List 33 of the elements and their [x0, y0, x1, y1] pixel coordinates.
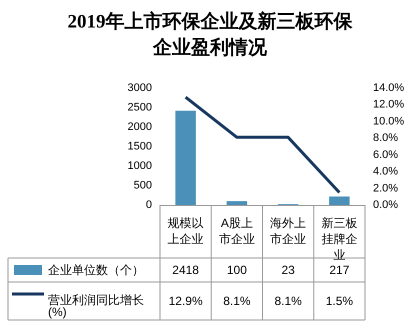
bar — [226, 201, 248, 205]
y2-tick-label: 8.0% — [373, 132, 398, 144]
y-tick-label: 2000 — [128, 121, 152, 133]
y2-tick-label: 4.0% — [373, 166, 398, 178]
bar — [329, 196, 350, 205]
y2-tick-label: 12.0% — [373, 98, 404, 111]
y2-tick-label: 0.0% — [373, 199, 398, 211]
data-label: 8.1% — [274, 294, 302, 308]
x-tick-label: 规模以上企业 — [168, 216, 204, 246]
x-tick-label: 海外上市企业 — [270, 216, 306, 246]
x-tick-label: 新三板挂牌企业 — [321, 216, 358, 262]
data-label: 100 — [226, 263, 248, 277]
data-label: 8.1% — [223, 294, 251, 308]
y2-tick-label: 2.0% — [373, 182, 398, 194]
data-label: 23 — [281, 263, 296, 277]
bar — [175, 110, 196, 205]
data-label: 12.9% — [168, 294, 203, 308]
y-tick-label: 3000 — [128, 82, 152, 94]
data-label: 1.5% — [326, 294, 354, 308]
chart-title: 2019年上市环保企业及新三板环保企业盈利情况 — [68, 10, 354, 58]
x-tick-label: A股上市企业 — [218, 216, 255, 246]
y-tick-label: 2500 — [128, 102, 152, 114]
y2-tick-label: 10.0% — [373, 115, 404, 128]
legend-label: 企业单位数（个） — [48, 263, 144, 277]
y-tick-label: 0 — [146, 199, 152, 211]
y-tick-label: 1500 — [128, 140, 152, 152]
y-tick-label: 1000 — [128, 160, 152, 172]
y2-tick-label: 14.0% — [373, 82, 404, 94]
data-label: 217 — [329, 263, 350, 277]
y2-tick-label: 6.0% — [373, 148, 398, 161]
legend-label: 营业利润同比增长(%) — [48, 293, 144, 319]
y-tick-label: 500 — [134, 180, 152, 192]
data-label: 2418 — [172, 263, 200, 277]
